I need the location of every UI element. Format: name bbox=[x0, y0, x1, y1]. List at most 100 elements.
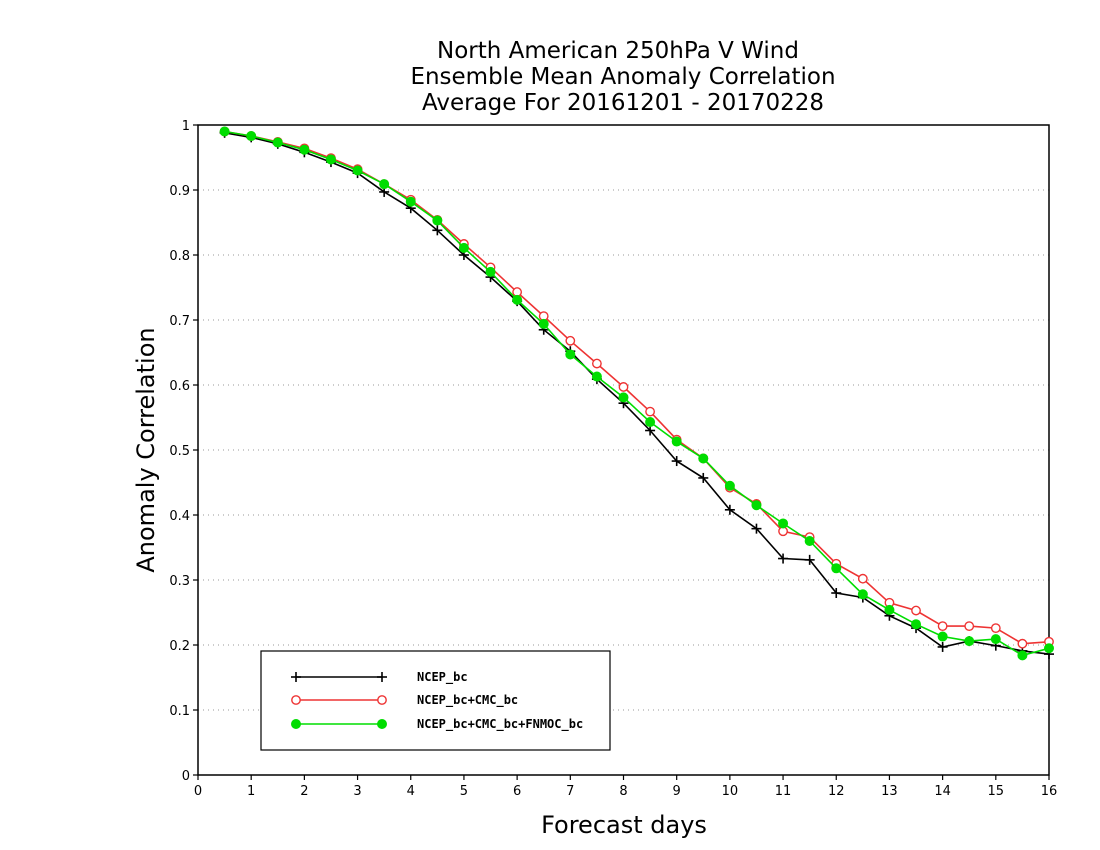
y-tick-label: 0.1 bbox=[169, 704, 190, 719]
data-point bbox=[1017, 650, 1028, 661]
x-tick-label: 12 bbox=[828, 784, 845, 799]
y-tick-label: 0.6 bbox=[169, 379, 190, 394]
data-point bbox=[698, 453, 709, 464]
series-line bbox=[224, 130, 1050, 657]
x-axis-title: Forecast days bbox=[541, 811, 707, 839]
data-point bbox=[246, 131, 257, 142]
x-tick-label: 11 bbox=[775, 784, 792, 799]
y-axis-title: Anomaly Correlation bbox=[132, 327, 160, 572]
data-point bbox=[1044, 643, 1054, 654]
data-point bbox=[645, 417, 656, 428]
data-point bbox=[778, 518, 789, 529]
legend-item: NCEP_bc+CMC_bc bbox=[291, 693, 518, 708]
data-point bbox=[751, 500, 762, 511]
y-tick-label: 0.8 bbox=[169, 249, 190, 264]
data-point bbox=[990, 634, 1001, 645]
data-point bbox=[618, 382, 629, 392]
data-point bbox=[645, 406, 655, 417]
legend-item: NCEP_bc+CMC_bc+FNMOC_bc bbox=[291, 717, 583, 732]
data-point bbox=[671, 456, 682, 467]
x-tick-label: 0 bbox=[194, 784, 202, 799]
y-tick-label: 0.4 bbox=[169, 509, 190, 524]
data-point bbox=[219, 126, 230, 137]
y-tick-label: 0 bbox=[182, 769, 190, 784]
legend-marker bbox=[377, 719, 387, 729]
data-point bbox=[512, 294, 523, 305]
legend-marker bbox=[291, 719, 301, 729]
data-point bbox=[911, 605, 921, 616]
data-point bbox=[990, 623, 1001, 633]
y-tick-label: 0.3 bbox=[169, 574, 190, 589]
x-tick-label: 1 bbox=[247, 784, 255, 799]
data-point bbox=[405, 196, 416, 207]
data-point bbox=[751, 523, 762, 534]
legend-item: NCEP_bc bbox=[291, 670, 468, 685]
legend-label: NCEP_bc bbox=[417, 670, 468, 685]
data-point bbox=[937, 641, 948, 652]
data-point bbox=[591, 371, 602, 382]
legend-marker bbox=[377, 672, 387, 682]
data-point bbox=[911, 619, 922, 630]
data-point bbox=[778, 553, 789, 564]
x-tick-label: 8 bbox=[619, 784, 627, 799]
legend: NCEP_bc NCEP_bc+CMC_bc NCEP_bc+CMC_bc+FNMO… bbox=[260, 650, 611, 751]
chart-title-line-2: Ensemble Mean Anomaly Correlation bbox=[410, 64, 835, 90]
data-point bbox=[857, 573, 868, 584]
data-point bbox=[458, 242, 469, 253]
series-2 bbox=[219, 126, 1054, 661]
data-point bbox=[698, 472, 709, 483]
data-point bbox=[724, 480, 735, 491]
data-point bbox=[937, 621, 948, 632]
data-point bbox=[432, 215, 443, 226]
data-point bbox=[671, 436, 682, 447]
x-tick-label: 13 bbox=[881, 784, 898, 799]
chart-title-line-1: North American 250hPa V Wind bbox=[437, 38, 799, 64]
data-point bbox=[485, 266, 496, 277]
data-point bbox=[272, 137, 283, 148]
y-tick-label: 0.9 bbox=[169, 184, 190, 199]
legend-marker bbox=[377, 695, 387, 705]
data-point bbox=[538, 318, 549, 329]
legend-marker bbox=[291, 672, 301, 682]
data-point bbox=[1017, 638, 1028, 649]
data-point bbox=[352, 165, 363, 176]
data-point bbox=[645, 425, 656, 436]
data-point bbox=[724, 504, 735, 515]
data-point bbox=[831, 563, 842, 574]
data-point bbox=[565, 349, 576, 360]
x-tick-label: 16 bbox=[1041, 784, 1058, 799]
legend-marker bbox=[291, 695, 301, 705]
x-tick-label: 14 bbox=[934, 784, 951, 799]
x-tick-label: 10 bbox=[722, 784, 739, 799]
data-point bbox=[857, 589, 868, 600]
x-tick-label: 5 bbox=[460, 784, 468, 799]
y-tick-label: 1 bbox=[182, 119, 190, 134]
data-point bbox=[964, 636, 975, 647]
data-point bbox=[937, 631, 948, 642]
data-point bbox=[884, 604, 895, 615]
data-point bbox=[565, 335, 576, 346]
y-tick-label: 0.7 bbox=[169, 314, 190, 329]
x-tick-label: 9 bbox=[673, 784, 681, 799]
data-point bbox=[831, 588, 842, 598]
series-layer bbox=[219, 126, 1054, 661]
x-tick-label: 4 bbox=[407, 784, 415, 799]
legend-label: NCEP_bc+CMC_bc bbox=[417, 693, 518, 708]
data-point bbox=[432, 225, 443, 236]
x-tick-label: 3 bbox=[353, 784, 361, 799]
chart-title-line-3: Average For 20161201 - 20170228 bbox=[422, 90, 824, 116]
data-point bbox=[804, 554, 815, 565]
y-tick-label: 0.2 bbox=[169, 639, 190, 654]
data-point bbox=[299, 144, 310, 155]
legend-label: NCEP_bc+CMC_bc+FNMOC_bc bbox=[417, 717, 583, 732]
data-point bbox=[592, 358, 602, 369]
x-tick-label: 2 bbox=[300, 784, 308, 799]
data-point bbox=[618, 392, 629, 403]
x-tick-label: 15 bbox=[988, 784, 1005, 799]
data-point bbox=[964, 621, 975, 632]
axis-ticks: 00.10.20.30.40.50.60.70.80.910 1 2 3 4 5 6 7 8 9 1… bbox=[169, 119, 1057, 799]
data-point bbox=[379, 179, 390, 190]
y-tick-label: 0.5 bbox=[169, 444, 190, 459]
x-tick-label: 7 bbox=[566, 784, 574, 799]
